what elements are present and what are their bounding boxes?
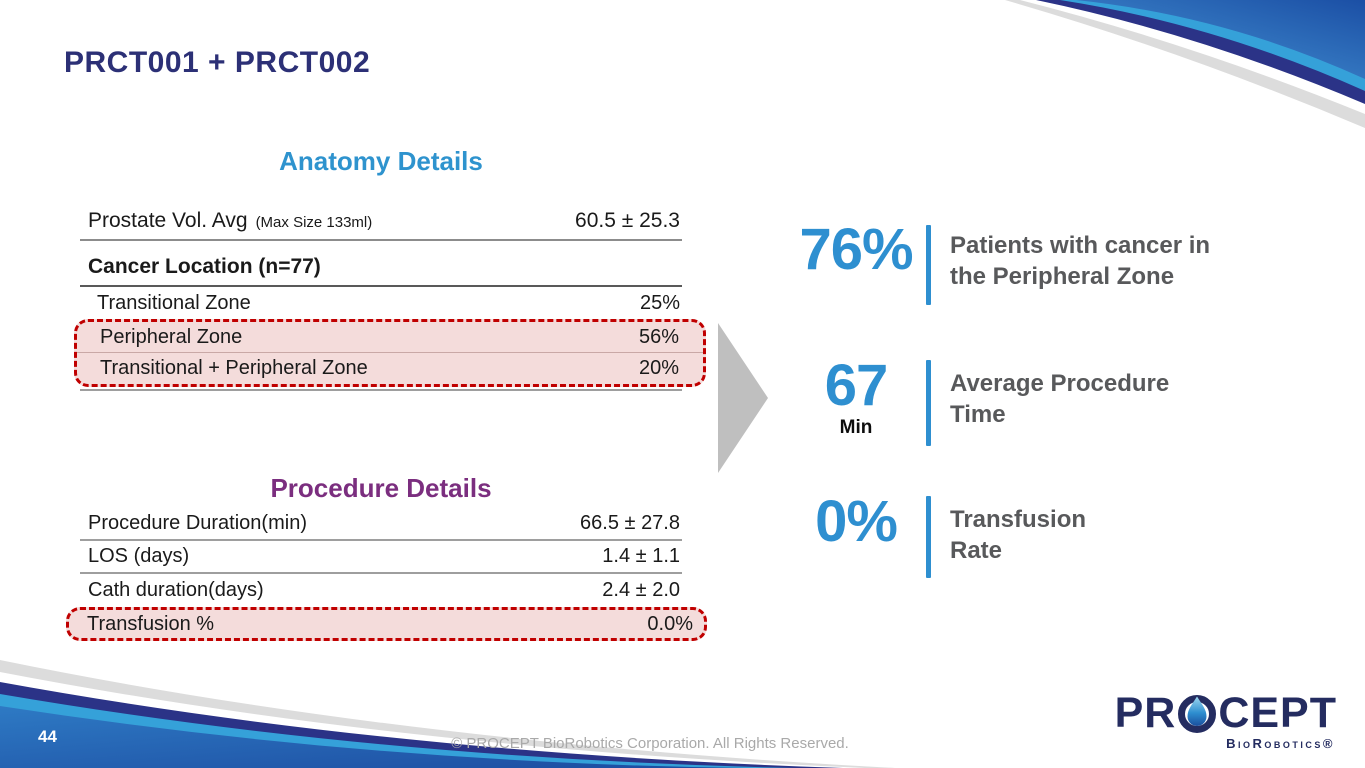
- stat-label-line: Transfusion: [950, 506, 1087, 533]
- logo-text-cept: CEPT: [1218, 689, 1337, 737]
- highlighted-zones-box: Peripheral Zone 56% Transitional + Perip…: [74, 319, 706, 387]
- copyright-text: © PROCEPT BioRobotics Corporation. All R…: [451, 735, 849, 752]
- prostate-vol-value: 60.5 ± 25.3: [575, 209, 680, 232]
- stat-value: 76%: [799, 217, 913, 282]
- right-arrow-shape: [718, 323, 768, 473]
- stat-unit: Min: [839, 417, 873, 439]
- stat-value: 67: [824, 353, 889, 418]
- table-row: Peripheral Zone 56%: [77, 322, 703, 353]
- water-droplet-icon: [1178, 694, 1217, 733]
- stat-transfusion-rate: 0% Transfusion Rate: [790, 492, 1086, 578]
- logo-text-pr: PR: [1114, 689, 1177, 737]
- procedure-row-label: LOS (days): [88, 545, 190, 567]
- zone-value: 20%: [638, 357, 679, 379]
- procedure-row-value: 66.5 ± 27.8: [580, 512, 680, 534]
- prostate-vol-note: (Max Size 133ml): [255, 214, 373, 231]
- stat-label-line: Patients with cancer in: [950, 232, 1211, 259]
- stat-value: 0%: [815, 489, 898, 554]
- stat-procedure-time: 67 Min Average Procedure Time: [790, 356, 1169, 446]
- anatomy-table: Prostate Vol. Avg (Max Size 133ml) 60.5 ±…: [74, 203, 706, 391]
- procedure-row-label: Procedure Duration(min): [88, 512, 307, 534]
- procedure-row-label: Cath duration(days): [88, 579, 264, 601]
- table-row: Cath duration(days) 2.4 ± 2.0: [80, 574, 682, 607]
- procedure-row-value: 1.4 ± 1.1: [602, 545, 680, 567]
- logo-subtitle: BioRobotics®: [1226, 736, 1335, 751]
- stat-label-line: Time: [950, 401, 1006, 428]
- table-row: Transitional + Peripheral Zone 20%: [77, 353, 703, 384]
- procedure-table: Procedure Duration(min) 66.5 ± 27.8 LOS …: [66, 508, 707, 641]
- procedure-row-value: 2.4 ± 2.0: [602, 579, 680, 601]
- stat-divider-bar: [926, 360, 931, 446]
- page-number: 44: [38, 727, 57, 746]
- stat-peripheral-zone: 76% Patients with cancer in the Peripher…: [790, 220, 1210, 305]
- table-row: Procedure Duration(min) 66.5 ± 27.8: [80, 508, 682, 541]
- procedure-details-heading: Procedure Details: [270, 473, 492, 503]
- transfusion-highlight-box: Transfusion % 0.0%: [66, 607, 707, 641]
- stat-label-line: Rate: [950, 537, 1003, 564]
- zone-label: Transitional + Peripheral Zone: [100, 357, 368, 379]
- stat-label-line: Average Procedure: [950, 370, 1170, 397]
- stat-divider-bar: [926, 496, 931, 578]
- transfusion-value: 0.0%: [647, 612, 693, 635]
- slide-title: PRCT001 + PRCT002: [64, 46, 371, 79]
- table-bottom-line: [80, 389, 682, 391]
- zone-label: Peripheral Zone: [100, 325, 243, 348]
- zone-value: 25%: [639, 291, 680, 314]
- prostate-vol-label: Prostate Vol. Avg: [88, 209, 248, 232]
- stat-label-line: the Peripheral Zone: [950, 263, 1175, 290]
- zone-label: Transitional Zone: [97, 291, 251, 314]
- zone-value: 56%: [638, 325, 679, 348]
- anatomy-details-heading: Anatomy Details: [279, 146, 483, 176]
- procept-biorobotics-logo: PR CEPT BioRobotics®: [1114, 689, 1337, 752]
- table-row: Prostate Vol. Avg (Max Size 133ml) 60.5 ±…: [80, 203, 682, 241]
- cancer-location-header: Cancer Location (n=77): [80, 249, 682, 287]
- stat-divider-bar: [926, 225, 931, 305]
- table-row: LOS (days) 1.4 ± 1.1: [80, 541, 682, 574]
- table-row: Transitional Zone 25%: [80, 287, 682, 319]
- transfusion-label: Transfusion %: [87, 612, 215, 635]
